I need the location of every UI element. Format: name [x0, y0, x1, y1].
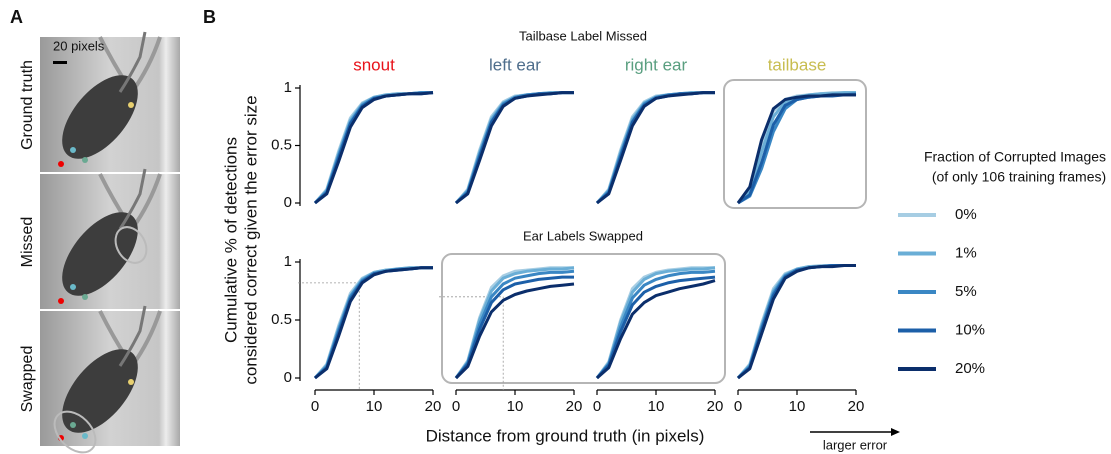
highlight-box	[723, 79, 867, 209]
curve	[596, 279, 716, 380]
y-tick-label: 0	[284, 369, 292, 386]
x-tick-label: 0	[593, 398, 601, 415]
curve	[454, 91, 574, 205]
curve	[454, 275, 574, 379]
curve	[737, 92, 857, 205]
y-axis-label: considered correct given the error size	[241, 95, 260, 384]
curve	[596, 91, 715, 205]
curve	[455, 91, 574, 205]
curve	[313, 266, 433, 380]
row-title: Ear Labels Swapped	[523, 228, 643, 243]
column-title: left ear	[489, 55, 541, 74]
curve	[595, 91, 715, 205]
scale-bar-label: 20 pixels	[53, 38, 105, 53]
panel-a: A 20 pixels Ground truth Missed Swapped	[10, 7, 182, 454]
column-title: tailbase	[768, 55, 827, 74]
legend-label: 0%	[955, 206, 977, 223]
curve	[736, 264, 856, 379]
y-tick-label: 0.5	[271, 311, 292, 328]
curve	[596, 91, 715, 205]
keypoint	[70, 147, 76, 153]
curve	[736, 91, 856, 205]
highlight-box	[441, 253, 726, 384]
curve	[736, 91, 856, 204]
row-label: Missed	[19, 217, 36, 268]
y-tick-label: 1	[284, 79, 292, 96]
keypoint	[58, 298, 64, 304]
keypoint	[58, 161, 64, 167]
curve	[737, 264, 856, 380]
curve	[595, 91, 715, 205]
x-tick-label: 0	[452, 398, 460, 415]
column-title: snout	[353, 55, 395, 74]
arrow-head	[891, 428, 900, 436]
curve	[313, 266, 433, 380]
keypoint	[128, 102, 134, 108]
row-title: Tailbase Label Missed	[519, 28, 647, 43]
legend-title: Fraction of Corrupted Images	[924, 149, 1106, 165]
scale-bar	[53, 61, 67, 64]
x-axis-label: Distance from ground truth (in pixels)	[426, 426, 705, 445]
keypoint	[70, 284, 76, 290]
legend-label: 20%	[955, 360, 985, 377]
curve	[314, 266, 433, 380]
keypoint	[82, 294, 88, 300]
curve	[313, 91, 433, 204]
keypoint	[82, 433, 88, 439]
x-tick-label: 20	[848, 398, 865, 415]
curve	[736, 264, 856, 380]
y-tick-label: 0	[284, 194, 292, 211]
curve	[595, 91, 715, 204]
curve	[736, 264, 856, 380]
curve	[313, 266, 433, 379]
mouse-image	[38, 304, 182, 449]
curve	[314, 91, 434, 205]
x-tick-label: 0	[734, 398, 742, 415]
panel-b: B Tailbase Label Missed Ear Labels Swapp…	[203, 7, 1106, 453]
curve	[454, 91, 574, 205]
curve	[736, 93, 856, 204]
highlight-ellipse	[114, 226, 148, 264]
x-tick-label: 10	[789, 398, 806, 415]
arrow-label: larger error	[823, 437, 888, 452]
x-tick-label: 10	[507, 398, 524, 415]
mouse-image	[38, 167, 182, 312]
curve	[313, 91, 433, 205]
legend-label: 1%	[955, 244, 977, 261]
column-title: right ear	[625, 55, 688, 74]
x-tick-label: 20	[707, 398, 724, 415]
row-label: Swapped	[19, 346, 36, 413]
curve	[313, 91, 433, 205]
row-label: Ground truth	[19, 60, 36, 150]
y-axis-label: Cumulative % of detections	[221, 137, 240, 343]
x-tick-label: 20	[566, 398, 583, 415]
curve	[737, 93, 856, 205]
curve	[595, 275, 716, 380]
legend-subtitle: (of only 106 training frames)	[932, 169, 1106, 185]
curve	[314, 266, 433, 380]
curve	[314, 91, 434, 205]
panel-label: A	[10, 7, 23, 27]
curve	[737, 264, 856, 380]
keypoint	[70, 422, 76, 428]
panel-label: B	[203, 7, 216, 27]
x-tick-label: 10	[648, 398, 665, 415]
x-tick-label: 0	[311, 398, 319, 415]
keypoint	[128, 379, 134, 385]
highlight-ellipse	[53, 410, 97, 454]
y-tick-label: 1	[284, 253, 292, 270]
legend-label: 10%	[955, 321, 985, 338]
curve	[455, 91, 574, 205]
curve	[454, 282, 575, 380]
curve	[454, 91, 574, 204]
legend-label: 5%	[955, 283, 977, 300]
y-tick-label: 0.5	[271, 136, 292, 153]
keypoint	[82, 157, 88, 163]
x-tick-label: 10	[366, 398, 383, 415]
x-tick-label: 20	[425, 398, 442, 415]
